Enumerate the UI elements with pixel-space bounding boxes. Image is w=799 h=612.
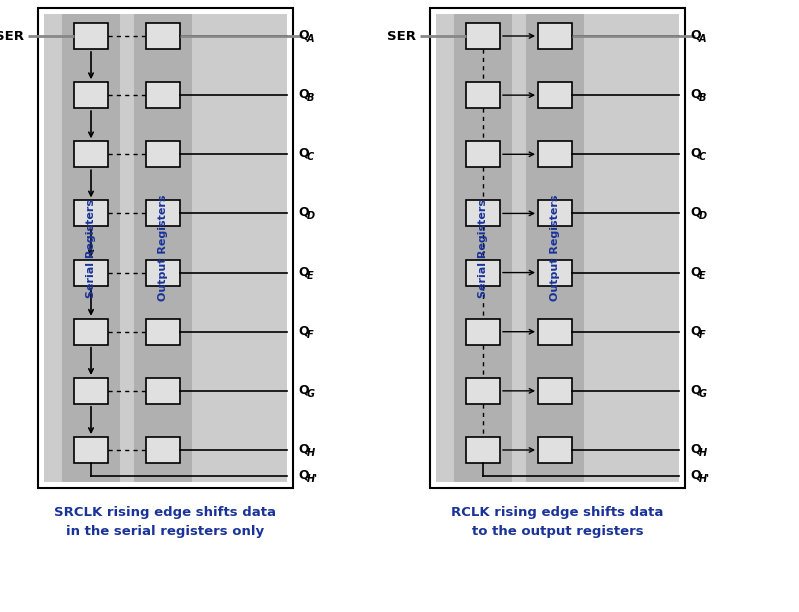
Text: Q: Q <box>298 29 308 42</box>
Bar <box>436 14 679 482</box>
Text: Q: Q <box>298 147 308 160</box>
Bar <box>538 437 572 463</box>
Text: Output Registers: Output Registers <box>158 195 168 301</box>
Bar <box>526 14 584 482</box>
Text: E: E <box>307 271 314 280</box>
Bar <box>74 378 108 404</box>
Bar <box>44 14 287 482</box>
Bar <box>38 8 293 488</box>
Bar <box>466 23 500 49</box>
Text: Q: Q <box>690 324 701 337</box>
Text: H: H <box>307 448 315 458</box>
Text: B: B <box>307 93 314 103</box>
Bar <box>146 378 180 404</box>
Bar <box>538 141 572 167</box>
Text: C: C <box>307 152 314 162</box>
Text: A: A <box>307 34 315 44</box>
Bar <box>454 14 512 482</box>
Bar <box>146 23 180 49</box>
Bar <box>74 319 108 345</box>
Text: Serial Registers: Serial Registers <box>478 198 488 297</box>
Text: Q: Q <box>298 469 308 482</box>
Bar <box>538 200 572 226</box>
Bar <box>74 23 108 49</box>
Text: G: G <box>699 389 707 399</box>
Bar <box>74 82 108 108</box>
Bar <box>146 259 180 286</box>
Text: D: D <box>307 211 315 222</box>
Bar <box>62 14 120 482</box>
Bar <box>74 437 108 463</box>
Bar <box>538 259 572 286</box>
Bar <box>538 319 572 345</box>
Text: Output Registers: Output Registers <box>550 195 560 301</box>
Bar <box>538 378 572 404</box>
Bar <box>134 14 192 482</box>
Text: Q: Q <box>298 265 308 278</box>
Text: Q: Q <box>690 442 701 455</box>
Bar <box>466 141 500 167</box>
Text: SRCLK rising edge shifts data
in the serial registers only: SRCLK rising edge shifts data in the ser… <box>54 506 276 538</box>
Text: SER: SER <box>387 29 416 42</box>
Bar <box>430 8 685 488</box>
Bar <box>74 141 108 167</box>
Bar <box>146 437 180 463</box>
Text: H': H' <box>699 474 710 484</box>
Bar <box>466 82 500 108</box>
Text: F: F <box>699 330 706 340</box>
Bar <box>466 319 500 345</box>
Text: C: C <box>699 152 706 162</box>
Text: D: D <box>699 211 707 222</box>
Text: RCLK rising edge shifts data
to the output registers: RCLK rising edge shifts data to the outp… <box>451 506 664 538</box>
Bar <box>74 200 108 226</box>
Text: Q: Q <box>690 147 701 160</box>
Bar <box>146 141 180 167</box>
Text: Q: Q <box>298 206 308 219</box>
Bar <box>74 259 108 286</box>
Bar <box>466 259 500 286</box>
Text: F: F <box>307 330 314 340</box>
Text: Q: Q <box>298 324 308 337</box>
Text: Q: Q <box>690 469 701 482</box>
Bar <box>146 200 180 226</box>
Bar <box>466 200 500 226</box>
Text: SER: SER <box>0 29 24 42</box>
Text: Q: Q <box>298 383 308 397</box>
Text: E: E <box>699 271 706 280</box>
Text: Q: Q <box>298 88 308 100</box>
Bar <box>538 23 572 49</box>
Bar <box>466 378 500 404</box>
Bar <box>466 437 500 463</box>
Text: Q: Q <box>298 442 308 455</box>
Text: Q: Q <box>690 383 701 397</box>
Text: Serial Registers: Serial Registers <box>86 198 96 297</box>
Text: A: A <box>699 34 706 44</box>
Bar <box>146 319 180 345</box>
Text: Q: Q <box>690 265 701 278</box>
Text: B: B <box>699 93 706 103</box>
Text: Q: Q <box>690 88 701 100</box>
Bar <box>538 82 572 108</box>
Bar <box>146 82 180 108</box>
Text: G: G <box>307 389 315 399</box>
Text: Q: Q <box>690 206 701 219</box>
Text: H': H' <box>307 474 318 484</box>
Text: H: H <box>699 448 707 458</box>
Text: Q: Q <box>690 29 701 42</box>
